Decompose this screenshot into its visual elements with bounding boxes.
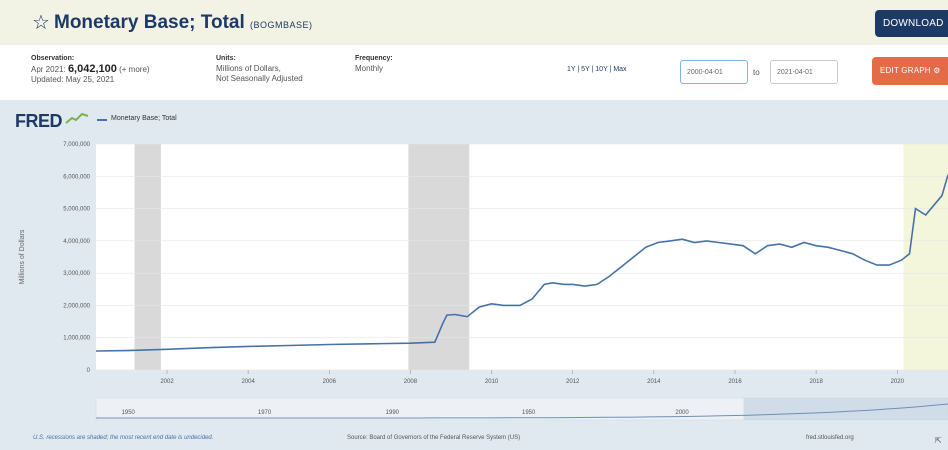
x-tick-label: 2016 bbox=[728, 379, 742, 385]
observation-date: Apr 2021: bbox=[31, 65, 66, 74]
y-tick-label: 0 bbox=[87, 368, 91, 374]
y-tick-label: 5,000,000 bbox=[63, 207, 90, 213]
navigator-selection[interactable] bbox=[743, 398, 948, 420]
y-tick-label: 7,000,000 bbox=[63, 142, 90, 148]
recession-band bbox=[903, 144, 948, 370]
x-tick-label: 2006 bbox=[323, 379, 337, 385]
download-button[interactable]: DOWNLOAD ↓ bbox=[875, 10, 948, 37]
plot-background bbox=[96, 144, 948, 370]
fullscreen-icon[interactable]: ⇱ bbox=[935, 436, 942, 445]
x-tick-label: 2010 bbox=[485, 379, 499, 385]
navigator-label: 2000 bbox=[675, 410, 689, 416]
x-tick-layer: 2002 2004 2006 2008 2010 2012 2014 2016 2018 2020 bbox=[160, 370, 905, 385]
recession-band bbox=[134, 144, 161, 370]
y-tick-label: 2,000,000 bbox=[63, 303, 90, 309]
units-head: Units: bbox=[216, 55, 236, 62]
grid-layer bbox=[96, 143, 948, 371]
source-note: Source: Board of Governors of the Federa… bbox=[347, 435, 521, 441]
observation-head: Observation: bbox=[31, 55, 75, 62]
observation-value: 6,042,100 bbox=[67, 63, 117, 75]
star-icon[interactable]: ☆ bbox=[32, 12, 50, 34]
y-tick-label: 4,000,000 bbox=[63, 239, 90, 245]
chart[interactable]: 0 1,000,000 2,000,000 3,000,000 4,000,000 5,0… bbox=[0, 100, 948, 450]
to-label: to bbox=[753, 68, 760, 77]
y-tick-label: 6,000,000 bbox=[63, 174, 90, 180]
navigator-label: 1950 bbox=[122, 410, 136, 416]
series-title: Monetary Base; Total bbox=[54, 12, 245, 33]
series-line[interactable] bbox=[95, 174, 948, 352]
series-id: (BOGMBASE) bbox=[250, 20, 313, 30]
units-line-2: Not Seasonally Adjusted bbox=[216, 74, 303, 83]
x-tick-label: 2014 bbox=[647, 379, 661, 385]
series-header: ☆ Monetary Base; Total (BOGMBASE) DOWNLO… bbox=[0, 0, 948, 45]
frequency-value: Monthly bbox=[355, 64, 384, 73]
units-block: Units: Millions of Dollars, Not Seasonal… bbox=[216, 54, 303, 84]
x-tick-label: 2020 bbox=[891, 379, 905, 385]
navigator[interactable] bbox=[95, 397, 948, 421]
units-line-1: Millions of Dollars, bbox=[216, 64, 281, 73]
fred-swoosh-icon bbox=[65, 112, 89, 124]
series-meta: Observation: Apr 2021: 6,042,100 (+ more… bbox=[0, 45, 948, 100]
legend-swatch bbox=[97, 119, 107, 121]
legend-label: Monetary Base; Total bbox=[111, 115, 177, 122]
x-tick-label: 2008 bbox=[404, 379, 418, 385]
graph-area: 0 1,000,000 2,000,000 3,000,000 4,000,000 5,0… bbox=[0, 100, 948, 450]
x-tick-label: 2004 bbox=[241, 379, 255, 385]
page-title: Monetary Base; Total (BOGMBASE) bbox=[54, 12, 313, 34]
recession-note: U.S. recessions are shaded; the most rec… bbox=[33, 435, 214, 441]
y-tick-layer: 0 1,000,000 2,000,000 3,000,000 4,000,000 5,0… bbox=[63, 142, 90, 374]
date-from-input[interactable]: 2000-04-01 bbox=[680, 60, 748, 84]
x-tick-label: 2018 bbox=[809, 379, 823, 385]
observation-block: Observation: Apr 2021: 6,042,100 (+ more… bbox=[31, 54, 150, 85]
x-tick-label: 2012 bbox=[566, 379, 580, 385]
y-axis-label: Millions of Dollars bbox=[19, 229, 26, 284]
frequency-head: Frequency: bbox=[355, 55, 393, 62]
updated-date: Updated: May 25, 2021 bbox=[31, 75, 115, 84]
x-tick-label: 2002 bbox=[160, 379, 174, 385]
fred-logo[interactable]: FRED bbox=[15, 111, 63, 131]
navigator-label: 1970 bbox=[258, 410, 272, 416]
navigator-label-layer: 1950 1970 1990 1950 2000 bbox=[122, 410, 690, 416]
observation-line: Apr 2021: 6,042,100 (+ more) bbox=[31, 64, 150, 75]
edit-graph-button[interactable]: EDIT GRAPH ⚙ bbox=[872, 57, 948, 85]
frequency-block: Frequency: Monthly bbox=[355, 54, 393, 74]
observation-more-link[interactable]: (+ more) bbox=[119, 65, 150, 74]
navigator-label: 1990 bbox=[386, 410, 400, 416]
navigator-label: 1950 bbox=[522, 410, 536, 416]
fred-site-link[interactable]: fred.stlouisfed.org bbox=[806, 435, 854, 441]
range-links[interactable]: 1Y | 5Y | 10Y | Max bbox=[567, 66, 627, 73]
date-to-input[interactable]: 2021-04-01 bbox=[770, 60, 838, 84]
y-tick-label: 1,000,000 bbox=[63, 336, 90, 342]
navigator-line bbox=[96, 403, 948, 419]
y-tick-label: 3,000,000 bbox=[63, 271, 90, 277]
recession-band bbox=[408, 144, 470, 370]
